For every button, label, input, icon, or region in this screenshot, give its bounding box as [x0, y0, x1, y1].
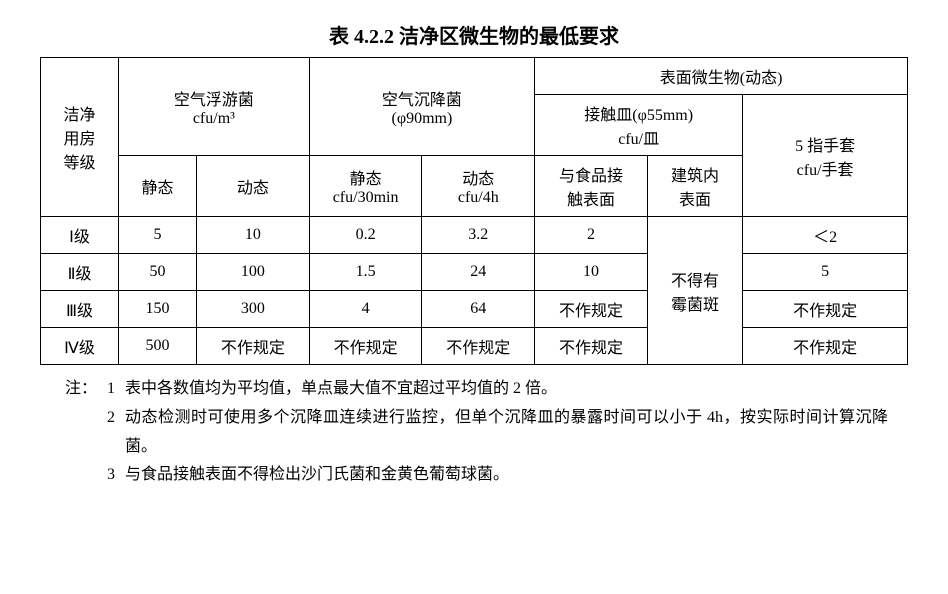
note-text: 表中各数值均为平均值，单点最大值不宜超过平均值的 2 倍。: [125, 375, 888, 404]
th-air-settle: 空气沉降菌(φ90mm): [309, 58, 534, 156]
cell-glove: 5: [743, 254, 908, 291]
cell-glove: 不作规定: [743, 328, 908, 365]
cell-grade: Ⅰ级: [41, 217, 119, 254]
cell-float-d: 100: [197, 254, 310, 291]
cell-settle-s: 1.5: [309, 254, 422, 291]
cell-building-merged: 不得有霉菌斑: [647, 217, 742, 365]
cell-float-d: 300: [197, 291, 310, 328]
cell-grade: Ⅳ级: [41, 328, 119, 365]
cell-food: 10: [535, 254, 648, 291]
cell-food: 不作规定: [535, 328, 648, 365]
note-index: 1: [97, 375, 125, 404]
cell-float-s: 500: [119, 328, 197, 365]
table-row: Ⅰ级 5 10 0.2 3.2 2 不得有霉菌斑 ＜2: [41, 217, 908, 254]
th-settle-dynamic: 动态cfu/4h: [422, 156, 535, 217]
cell-settle-s: 0.2: [309, 217, 422, 254]
th-contact-plate: 接触皿(φ55mm)cfu/皿: [535, 95, 743, 156]
th-contact-food: 与食品接触表面: [535, 156, 648, 217]
table-row: Ⅱ级 50 100 1.5 24 10 5: [41, 254, 908, 291]
cell-food: 2: [535, 217, 648, 254]
th-grade: 洁净用房等级: [41, 58, 119, 217]
cell-food: 不作规定: [535, 291, 648, 328]
th-float-dynamic: 动态: [197, 156, 310, 217]
cell-settle-d: 64: [422, 291, 535, 328]
cell-glove: 不作规定: [743, 291, 908, 328]
note-text: 动态检测时可使用多个沉降皿连续进行监控，但单个沉降皿的暴露时间可以小于 4h，按…: [125, 404, 888, 462]
th-glove: 5 指手套cfu/手套: [743, 95, 908, 217]
cell-settle-s: 不作规定: [309, 328, 422, 365]
table-row: Ⅳ级 500 不作规定 不作规定 不作规定 不作规定 不作规定: [41, 328, 908, 365]
table-caption: 表 4.2.2 洁净区微生物的最低要求: [40, 20, 908, 49]
note-item: 注： 2 动态检测时可使用多个沉降皿连续进行监控，但单个沉降皿的暴露时间可以小于…: [65, 404, 888, 462]
th-surface-group: 表面微生物(动态): [535, 58, 908, 95]
note-item: 注： 3 与食品接触表面不得检出沙门氏菌和金黄色葡萄球菌。: [65, 461, 888, 490]
notes-block: 注： 1 表中各数值均为平均值，单点最大值不宜超过平均值的 2 倍。 注： 2 …: [65, 375, 888, 490]
th-float-static: 静态: [119, 156, 197, 217]
cell-grade: Ⅱ级: [41, 254, 119, 291]
cell-settle-d: 不作规定: [422, 328, 535, 365]
cell-grade: Ⅲ级: [41, 291, 119, 328]
th-settle-static: 静态cfu/30min: [309, 156, 422, 217]
th-contact-building: 建筑内表面: [647, 156, 742, 217]
cell-float-s: 150: [119, 291, 197, 328]
cell-settle-d: 3.2: [422, 217, 535, 254]
th-air-float: 空气浮游菌cfu/m³: [119, 58, 310, 156]
note-index: 3: [97, 461, 125, 490]
cell-float-s: 50: [119, 254, 197, 291]
cell-float-d: 不作规定: [197, 328, 310, 365]
table-row: Ⅲ级 150 300 4 64 不作规定 不作规定: [41, 291, 908, 328]
note-text: 与食品接触表面不得检出沙门氏菌和金黄色葡萄球菌。: [125, 461, 888, 490]
notes-label: 注：: [65, 375, 97, 404]
cell-float-d: 10: [197, 217, 310, 254]
cell-settle-d: 24: [422, 254, 535, 291]
note-item: 注： 1 表中各数值均为平均值，单点最大值不宜超过平均值的 2 倍。: [65, 375, 888, 404]
requirements-table: 洁净用房等级 空气浮游菌cfu/m³ 空气沉降菌(φ90mm) 表面微生物(动态…: [40, 57, 908, 365]
header-row-1: 洁净用房等级 空气浮游菌cfu/m³ 空气沉降菌(φ90mm) 表面微生物(动态…: [41, 58, 908, 95]
cell-settle-s: 4: [309, 291, 422, 328]
note-index: 2: [97, 404, 125, 433]
cell-float-s: 5: [119, 217, 197, 254]
cell-glove: ＜2: [743, 217, 908, 254]
